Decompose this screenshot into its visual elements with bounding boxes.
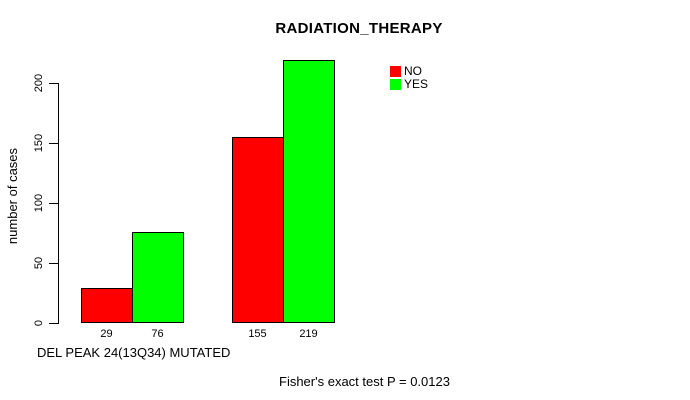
bar-yes-group1 [132, 232, 184, 323]
bar-no-group2 [232, 137, 284, 323]
y-axis-tick [49, 83, 58, 84]
bar-value-label: 155 [248, 328, 267, 340]
legend-swatch-no [390, 66, 401, 77]
legend-label-no: NO [404, 64, 422, 78]
y-axis-tick-label: 50 [33, 256, 45, 270]
y-axis-tick-label: 150 [33, 133, 45, 153]
y-axis-tick [49, 203, 58, 204]
fisher-test-annotation: Fisher's exact test P = 0.0123 [279, 374, 450, 389]
y-axis-tick [49, 323, 58, 324]
bar-no-group1 [81, 288, 133, 323]
y-axis-tick [49, 143, 58, 144]
y-axis-tick [49, 263, 58, 264]
y-axis-line [58, 83, 59, 324]
legend-label-yes: YES [404, 77, 429, 91]
bar-value-label: 219 [299, 328, 318, 340]
bar-value-label: 29 [100, 328, 113, 340]
bar-value-label: 76 [151, 328, 164, 340]
chart-title: RADIATION_THERAPY [275, 20, 443, 37]
y-axis-tick-label: 200 [33, 73, 45, 93]
y-axis-tick-label: 100 [33, 193, 45, 213]
y-axis-title: number of cases [5, 147, 20, 245]
x-axis-title: DEL PEAK 24(13Q34) MUTATED [37, 345, 231, 360]
bar-yes-group2 [283, 60, 335, 323]
legend-swatch-yes [390, 79, 401, 90]
y-axis-tick-label: 0 [33, 319, 45, 327]
